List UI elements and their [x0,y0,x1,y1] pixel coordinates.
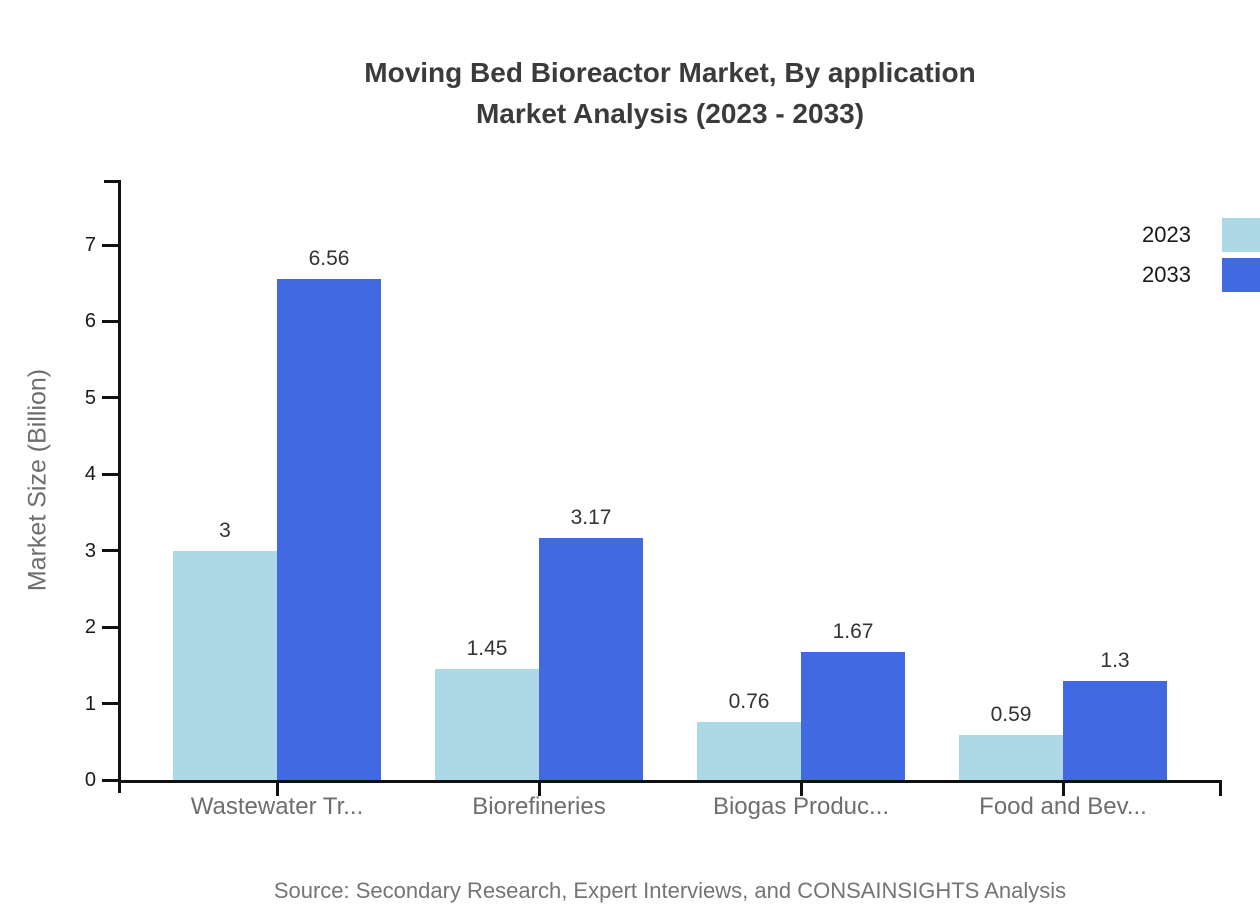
bar [697,721,801,780]
y-axis-line [118,180,121,793]
x-axis-line [118,780,1222,783]
x-tick-mark [1061,780,1065,796]
bar-value-label: 0.76 [728,689,770,713]
legend-item: 2033 [1142,258,1260,292]
chart-title: Moving Bed Bioreactor Market, By applica… [80,52,1260,134]
legend-label: 2033 [1142,262,1191,287]
y-tick-label: 0 [84,769,96,791]
legend-label: 2023 [1142,222,1191,247]
y-axis-end-cap [104,180,121,183]
x-category-label: Food and Bev... [979,793,1147,820]
x-tick-mark [275,780,279,796]
bar [801,652,905,780]
bar-value-label: 0.59 [990,702,1032,726]
y-tick-mark [102,319,118,323]
bar-value-label: 1.45 [466,637,508,661]
bar [277,278,381,780]
legend-swatch [1222,258,1260,292]
x-category-label: Biogas Produc... [712,793,890,820]
legend-item: 2023 [1142,218,1260,252]
y-tick-mark [102,396,118,400]
bar-value-label: 6.56 [308,246,350,270]
y-tick-label: 6 [84,310,96,333]
bar [539,537,643,780]
x-tick-mark [537,780,541,796]
y-tick-label: 5 [84,386,96,409]
y-tick-mark [102,549,118,553]
y-tick-label: 3 [84,539,96,562]
chart-title-line2: Market Analysis (2023 - 2033) [475,98,865,129]
legend: 2023 2033 [1142,218,1260,298]
bar [173,550,277,780]
y-tick-mark [102,243,118,247]
x-category-label: Biorefineries [472,793,606,820]
y-tick-label: 7 [84,234,96,256]
y-tick-mark [102,702,118,706]
x-category-label: Wastewater Tr... [190,793,364,820]
y-tick-mark [102,472,118,476]
bar-value-label: 3 [219,518,231,542]
legend-swatch [1222,218,1260,252]
bar-value-label: 1.67 [832,620,874,644]
bar-value-label: 1.3 [1100,648,1130,672]
y-tick-label: 2 [84,616,96,639]
bar [959,734,1063,780]
chart-title-line1: Moving Bed Bioreactor Market, By applica… [364,57,976,88]
bar [435,669,539,780]
y-tick-label: 1 [84,692,96,715]
bar-value-label: 3.17 [570,505,612,529]
y-tick-label: 4 [84,463,96,486]
source-note: Source: Secondary Research, Expert Inter… [273,878,1067,903]
x-axis-end-cap [1219,780,1222,796]
y-tick-mark [102,625,118,629]
bar [1063,680,1167,780]
y-tick-mark [102,778,118,782]
x-tick-mark [799,780,803,796]
